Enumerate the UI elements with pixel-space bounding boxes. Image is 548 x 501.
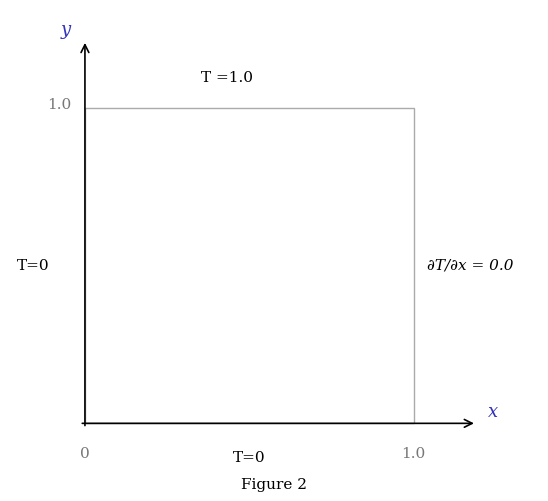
- Text: Figure 2: Figure 2: [241, 478, 307, 492]
- Text: 1.0: 1.0: [402, 447, 426, 461]
- Text: x: x: [488, 403, 498, 421]
- Text: 1.0: 1.0: [47, 98, 71, 112]
- Bar: [85, 108, 414, 423]
- Text: T =1.0: T =1.0: [202, 71, 253, 85]
- Text: 0: 0: [80, 447, 90, 461]
- Text: ∂T/∂x = 0.0: ∂T/∂x = 0.0: [427, 259, 514, 273]
- Text: y: y: [61, 21, 71, 39]
- Text: T=0: T=0: [233, 451, 266, 465]
- Text: T=0: T=0: [16, 259, 49, 273]
